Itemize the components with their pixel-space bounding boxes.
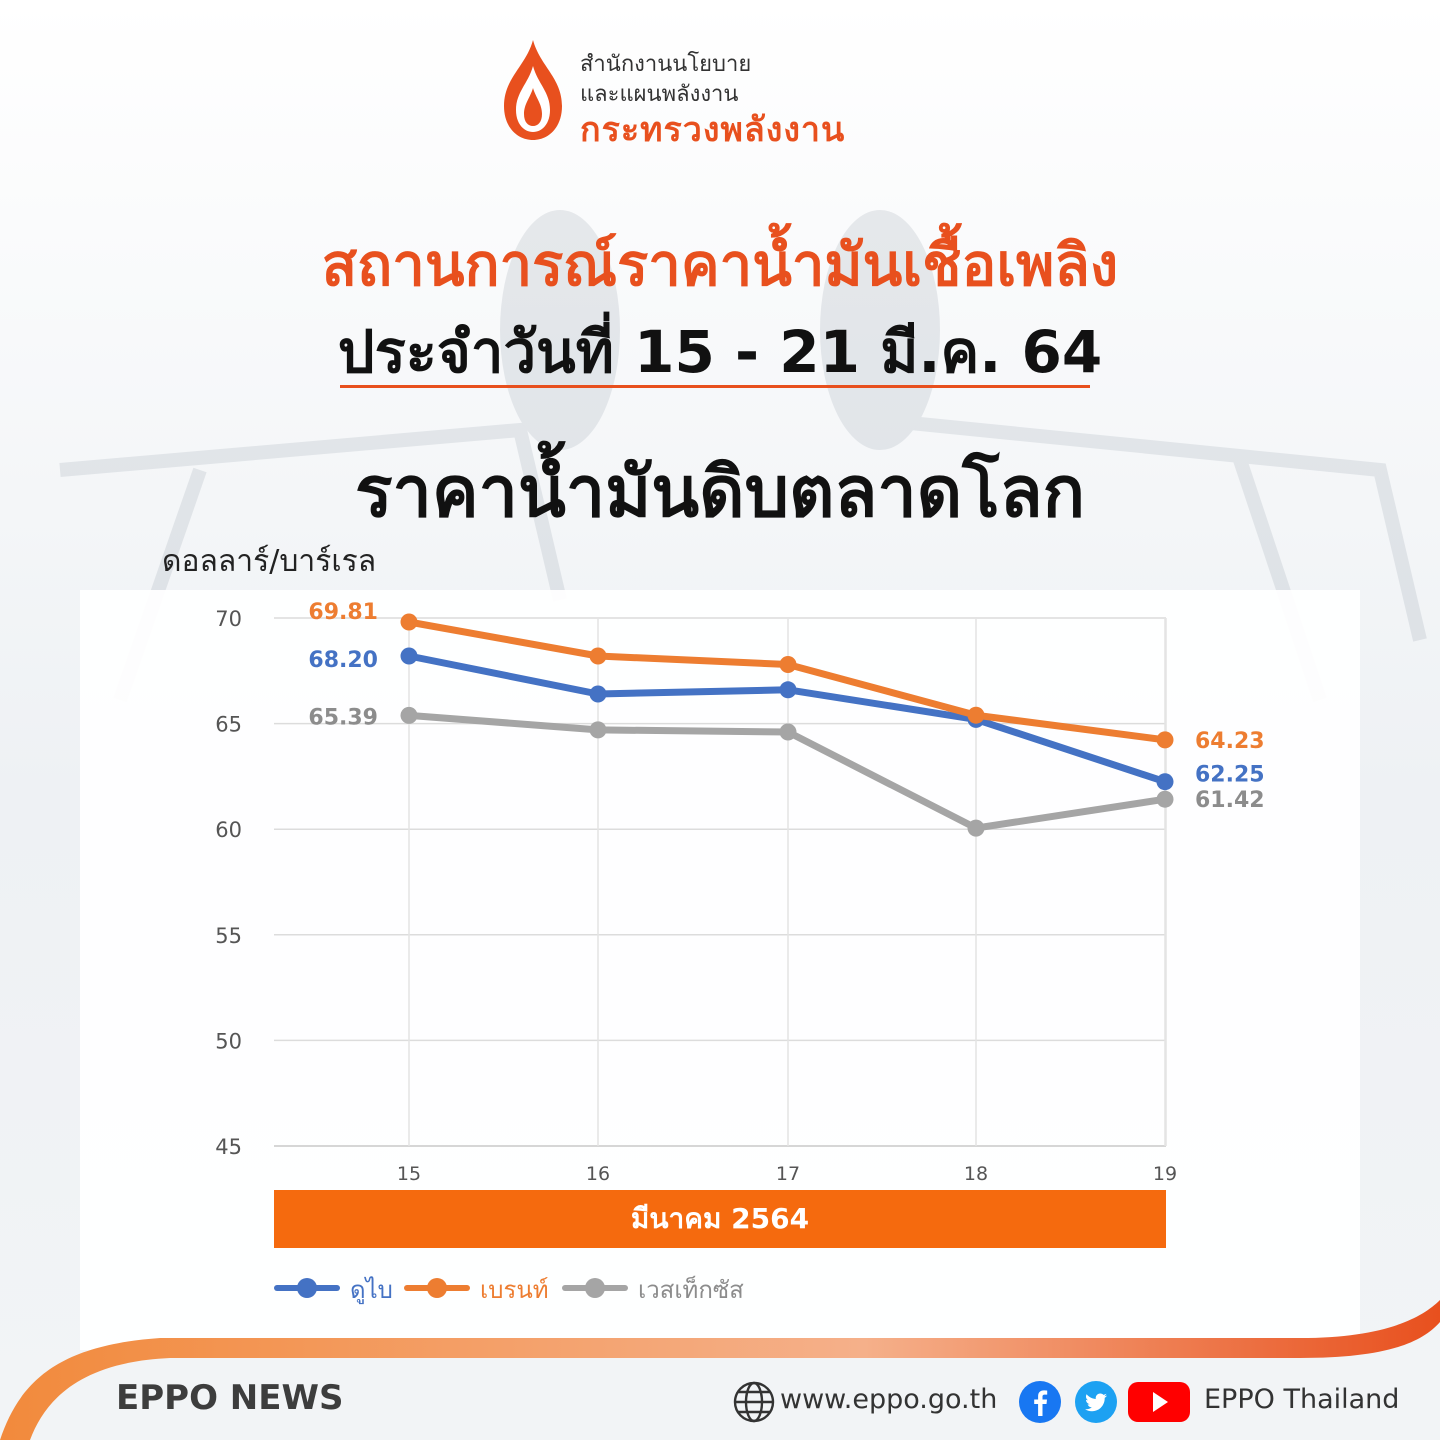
data-point <box>589 685 607 703</box>
website-link[interactable]: www.eppo.go.th <box>780 1384 998 1415</box>
data-label: 69.81 <box>308 600 378 625</box>
data-point <box>1156 731 1174 749</box>
y-tick-label: 55 <box>215 924 242 948</box>
data-label: 61.42 <box>1195 788 1265 813</box>
y-axis-unit-label: ดอลลาร์/บาร์เรล <box>162 544 377 579</box>
social-handle-link[interactable]: EPPO Thailand <box>1204 1384 1400 1415</box>
x-tick-label: 18 <box>964 1163 988 1185</box>
legend-swatch-icon <box>404 1278 470 1298</box>
facebook-icon[interactable] <box>1018 1380 1062 1424</box>
legend-swatch-icon <box>562 1278 628 1298</box>
x-tick-label: 16 <box>586 1163 610 1185</box>
data-label: 64.23 <box>1195 729 1265 754</box>
data-point <box>967 819 985 837</box>
data-point <box>589 647 607 665</box>
data-point <box>779 656 797 673</box>
data-point <box>779 723 797 741</box>
data-point <box>400 706 418 724</box>
y-tick-label: 50 <box>215 1029 242 1053</box>
data-label: 68.20 <box>308 648 378 673</box>
data-label: 62.25 <box>1195 763 1265 788</box>
org-name-line1: สำนักงานนโยบาย <box>580 52 752 77</box>
data-point <box>1156 790 1174 808</box>
x-axis-month-label: มีนาคม 2564 <box>274 1190 1166 1248</box>
x-tick-label: 17 <box>776 1163 800 1185</box>
x-tick-label: 19 <box>1153 1163 1177 1185</box>
x-tick-label: 15 <box>397 1163 421 1185</box>
eppo-logo: สำนักงานนโยบาย และแผนพลังงาน กระทรวงพลัง… <box>498 36 958 150</box>
footer-eppo-news: EPPO NEWS <box>116 1378 344 1418</box>
legend-swatch-icon <box>274 1278 340 1298</box>
y-tick-label: 70 <box>215 607 242 631</box>
date-range-title: ประจำวันที่ 15 - 21 มี.ค. 64 <box>337 318 1103 386</box>
data-point <box>400 647 418 665</box>
ministry-name: กระทรวงพลังงาน <box>580 110 846 150</box>
globe-icon <box>733 1381 775 1423</box>
data-label: 65.39 <box>308 705 378 730</box>
data-point <box>1156 773 1174 791</box>
org-name-line2: และแผนพลังงาน <box>580 82 739 107</box>
y-tick-label: 65 <box>215 713 242 737</box>
twitter-icon[interactable] <box>1074 1380 1118 1424</box>
legend-label: เวสเท็กซัส <box>638 1276 744 1304</box>
title-divider <box>340 385 1090 388</box>
youtube-icon[interactable] <box>1128 1380 1190 1424</box>
data-point <box>779 681 797 699</box>
data-point <box>967 706 985 724</box>
data-point <box>589 721 607 739</box>
chart-subject-title: ราคาน้ำมันดิบตลาดโลก <box>354 451 1086 533</box>
flame-logo-icon <box>504 40 562 140</box>
y-tick-label: 60 <box>215 818 242 842</box>
main-title: สถานการณ์ราคาน้ำมันเชื้อเพลิง <box>321 231 1119 299</box>
data-point <box>400 613 418 631</box>
y-tick-label: 45 <box>215 1135 242 1159</box>
series-line <box>405 652 1169 786</box>
legend-label: เบรนท์ <box>480 1276 549 1304</box>
legend-label: ดูไบ <box>350 1276 393 1304</box>
